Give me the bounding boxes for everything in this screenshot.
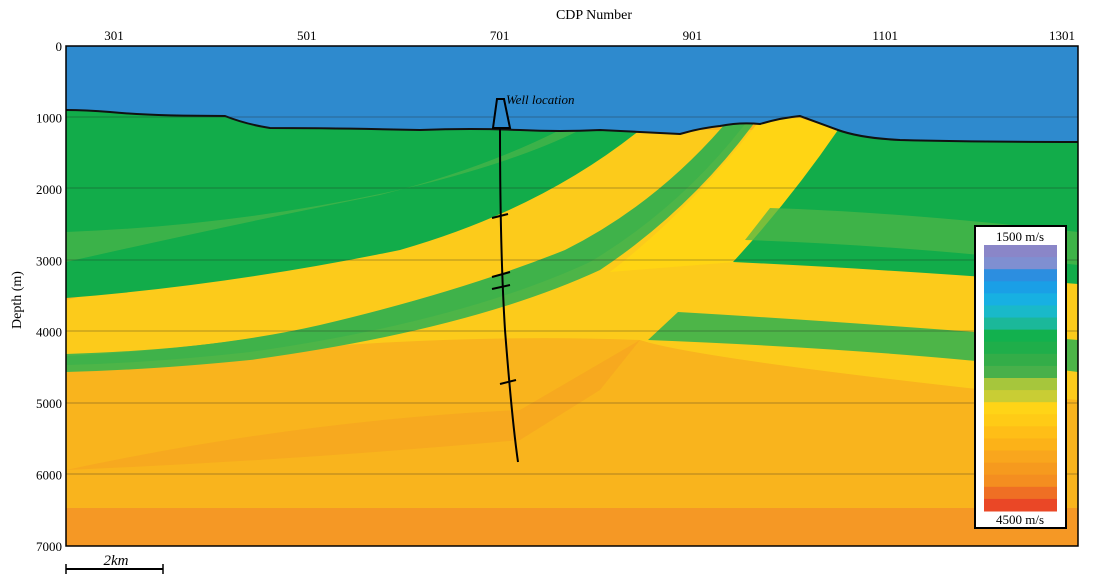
legend-swatch — [984, 353, 1057, 367]
upper-green-light-band — [66, 130, 580, 262]
well-trajectory — [499, 127, 519, 463]
depth-tick-1000: 1000 — [36, 110, 62, 125]
cdp-tick-501: 501 — [297, 28, 317, 43]
lower-green-band-core — [66, 124, 745, 365]
depth-tick-7000: 7000 — [36, 539, 62, 554]
scale-bar: 2km — [65, 553, 164, 574]
cdp-tick-301: 301 — [104, 28, 124, 43]
water-layer — [66, 46, 1078, 142]
cdp-tick-1101: 1101 — [872, 28, 898, 43]
right-lower-green-block — [648, 312, 1078, 372]
lower-green-band — [66, 122, 755, 372]
bright-yellow-wedge — [610, 118, 838, 272]
legend-min-label: 4500 m/s — [996, 512, 1044, 527]
seafloor-line — [66, 109, 1078, 143]
plot-frame — [65, 45, 1079, 547]
velocity-model-plot — [66, 46, 1078, 546]
legend-swatch — [984, 329, 1057, 343]
depth-tick-4000: 4000 — [36, 325, 62, 340]
legend-swatch — [984, 269, 1057, 282]
well-label: Well location — [506, 92, 575, 107]
legend-swatch — [984, 450, 1057, 464]
legend-swatch — [984, 257, 1057, 270]
legend-swatch — [984, 281, 1057, 294]
legend-swatch — [984, 390, 1057, 403]
well-tick-2 — [491, 271, 511, 278]
legend-swatch — [984, 402, 1057, 415]
legend-swatch — [984, 305, 1057, 319]
well-tick-1 — [491, 213, 509, 219]
depth-tick-6000: 6000 — [36, 468, 62, 483]
cdp-tick-701: 701 — [490, 28, 510, 43]
legend-swatch — [984, 426, 1057, 439]
cdp-tick-labels: 301 501 701 901 1101 1301 — [104, 28, 1075, 43]
legend-swatch — [984, 341, 1057, 355]
well-path — [491, 98, 519, 463]
cdp-tick-1301: 1301 — [1049, 28, 1075, 43]
depth-tick-3000: 3000 — [36, 253, 62, 268]
well-tick-4 — [499, 379, 517, 385]
legend-swatch — [984, 317, 1057, 331]
legend-swatch — [984, 378, 1057, 391]
velocity-legend: 1500 m/s 4500 m/s — [974, 225, 1067, 529]
cdp-tick-901: 901 — [683, 28, 703, 43]
well-tick-3 — [491, 284, 511, 290]
upper-green-package — [66, 110, 640, 298]
legend-swatch — [984, 462, 1057, 476]
legend-max-label: 1500 m/s — [996, 229, 1044, 244]
depth-tick-5000: 5000 — [36, 396, 62, 411]
depth-tick-2000: 2000 — [36, 182, 62, 197]
legend-swatch — [984, 245, 1057, 258]
deepest-orange-layer — [66, 508, 1078, 546]
left-axis-title: Depth (m) — [10, 271, 25, 329]
well-marker-icon — [491, 98, 512, 129]
legend-swatch — [984, 438, 1057, 452]
legend-swatch — [984, 498, 1057, 512]
depth-tick-0: 0 — [56, 39, 63, 54]
depth-gridlines — [66, 116, 1078, 475]
legend-swatch — [984, 414, 1057, 427]
legend-swatch — [984, 474, 1057, 488]
legend-swatch — [984, 293, 1057, 306]
legend-swatch — [984, 486, 1057, 500]
legend-swatch — [984, 365, 1057, 379]
depth-tick-labels: 0 1000 2000 3000 4000 5000 6000 7000 — [36, 39, 62, 554]
top-axis-title: CDP Number — [556, 8, 632, 23]
legend-color-scale — [984, 245, 1057, 512]
orange-wedge — [66, 340, 640, 470]
scale-bar-label: 2km — [104, 553, 129, 569]
